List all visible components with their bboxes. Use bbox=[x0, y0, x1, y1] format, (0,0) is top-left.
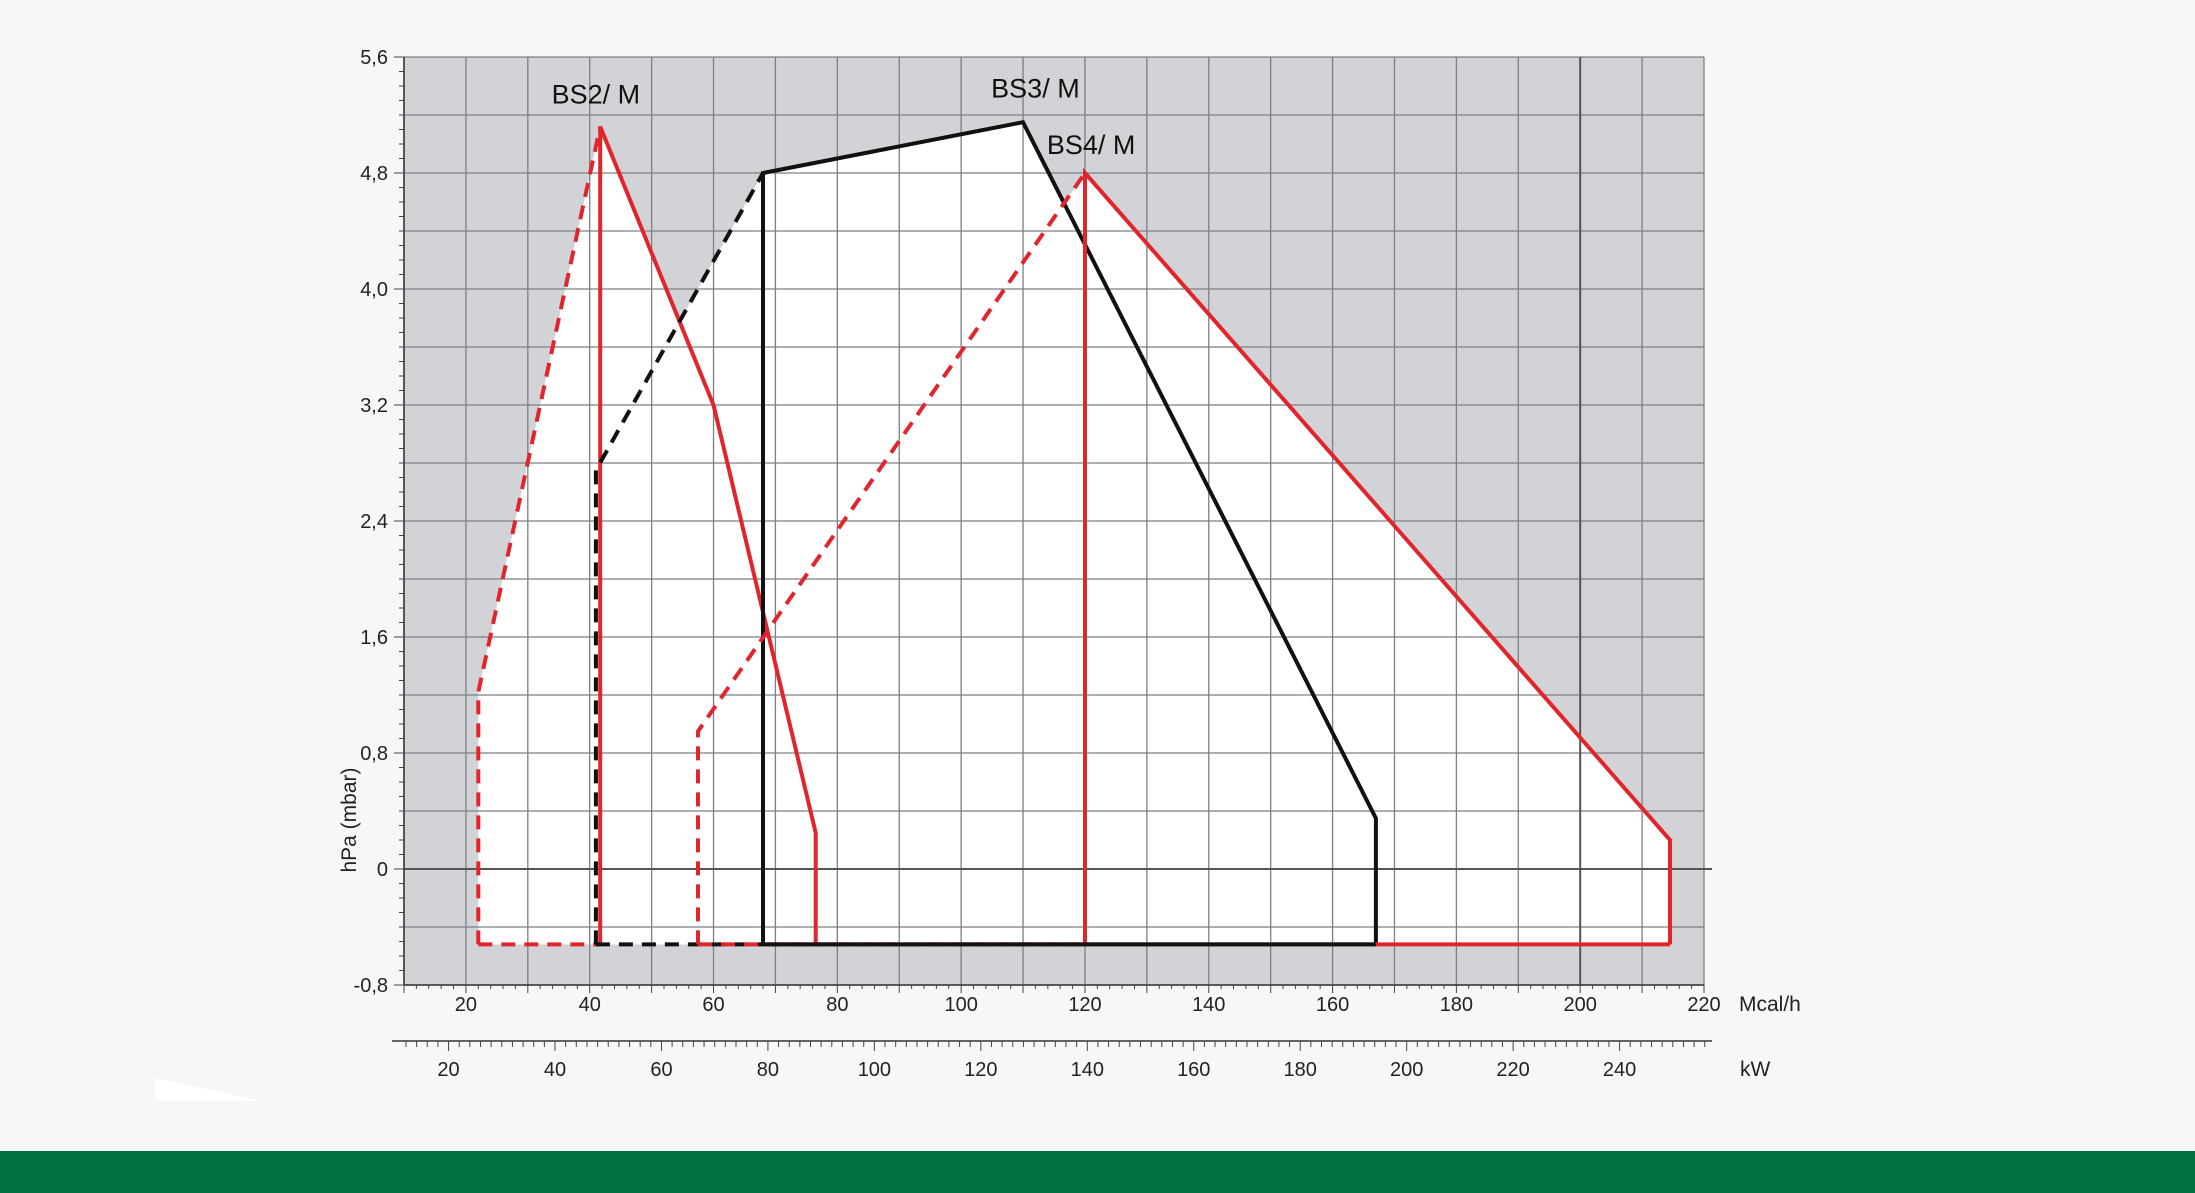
x-tick-label-kw: 20 bbox=[437, 1059, 459, 1081]
x-tick-label-kw: 120 bbox=[964, 1059, 997, 1081]
x-tick-label-mcal: 140 bbox=[1192, 994, 1225, 1016]
operating-area-fill bbox=[478, 122, 1670, 945]
y-tick-label: 5,6 bbox=[360, 47, 388, 69]
series-label-1: BS2/ M bbox=[552, 79, 641, 109]
x-tick-label-mcal: 120 bbox=[1068, 994, 1101, 1016]
y-axis-title: hPa (mbar) bbox=[338, 767, 361, 872]
x-tick-label-mcal: 160 bbox=[1316, 994, 1349, 1016]
x-tick-label-kw: 220 bbox=[1496, 1059, 1529, 1081]
corner-mark bbox=[155, 1078, 262, 1101]
series-3-dashed-line bbox=[696, 171, 1087, 945]
y-tick-label: 1,6 bbox=[360, 627, 388, 649]
x-tick-label-kw: 80 bbox=[757, 1059, 779, 1081]
x-tick-label-mcal: 80 bbox=[826, 994, 848, 1016]
axes: 5,6 4,8 4,0 3,2 2,4 1,6 0,8 0 -0,8 hPa (mbar) 20 40… bbox=[338, 47, 1801, 1081]
y-tick-label: 4,8 bbox=[360, 163, 388, 185]
y-tick-label: 0,8 bbox=[360, 743, 388, 765]
x-tick-label-mcal: 60 bbox=[702, 994, 724, 1016]
x-axis-unit-mcal: Mcal/h bbox=[1739, 993, 1801, 1016]
series-lines bbox=[476, 119, 1672, 947]
y-tick-label: -0,8 bbox=[354, 975, 388, 997]
series-2-solid-line bbox=[761, 119, 1378, 945]
x-tick-label-kw: 200 bbox=[1390, 1059, 1423, 1081]
y-tick-label: 2,4 bbox=[360, 511, 388, 533]
x-tick-label-kw: 40 bbox=[544, 1059, 566, 1081]
chart-labels: BS2/ M BS3/ M BS4/ M bbox=[552, 74, 1136, 161]
x-tick-label-kw: 160 bbox=[1177, 1059, 1210, 1081]
y-tick-label: 3,2 bbox=[360, 395, 388, 417]
x-tick-label-mcal: 200 bbox=[1564, 994, 1597, 1016]
footer-bar bbox=[0, 1151, 2195, 1193]
x-tick-label-mcal: 40 bbox=[579, 994, 601, 1016]
operating-range-3 bbox=[698, 173, 1670, 945]
series-2-dashed-line bbox=[593, 172, 765, 945]
x-tick-label-kw: 100 bbox=[858, 1059, 891, 1081]
x-tick-label-mcal: 100 bbox=[944, 994, 977, 1016]
x-tick-label-mcal: 220 bbox=[1687, 994, 1720, 1016]
x-tick-label-kw: 240 bbox=[1603, 1059, 1636, 1081]
x-tick-label-kw: 140 bbox=[1071, 1059, 1104, 1081]
x-tick-label-kw: 180 bbox=[1284, 1059, 1317, 1081]
series-label-3: BS4/ M bbox=[1047, 130, 1136, 160]
x-tick-label-mcal: 20 bbox=[455, 994, 477, 1016]
series-3-solid-line bbox=[1083, 167, 1672, 945]
x-axis-unit-kw: kW bbox=[1740, 1058, 1771, 1081]
series-1-solid-line bbox=[598, 125, 818, 945]
x-tick-label-mcal: 180 bbox=[1440, 994, 1473, 1016]
series-label-2: BS3/ M bbox=[991, 74, 1080, 104]
y-tick-label: 0 bbox=[377, 859, 388, 881]
x-tick-label-kw: 60 bbox=[650, 1059, 672, 1081]
y-tick-label: 4,0 bbox=[360, 279, 388, 301]
